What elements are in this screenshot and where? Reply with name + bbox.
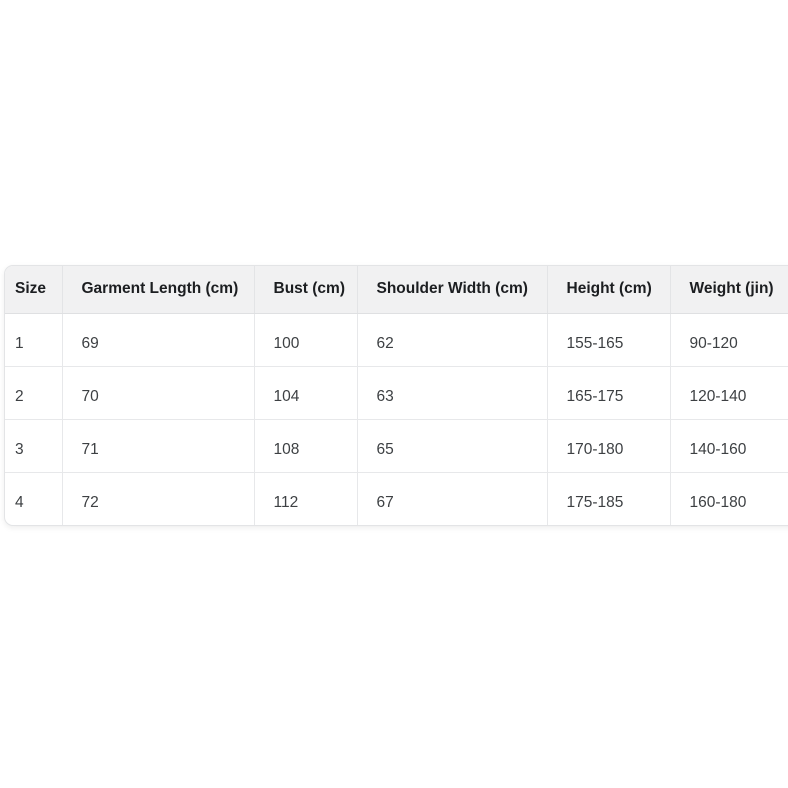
table-header-row: Size Garment Length (cm) Bust (cm) Shoul… <box>5 266 788 314</box>
cell-height: 155-165 <box>547 313 671 367</box>
cell-height: 170-180 <box>547 419 671 473</box>
cell-bust: 112 <box>254 472 358 525</box>
column-header-garment-length: Garment Length (cm) <box>62 266 255 314</box>
cell-height: 175-185 <box>547 472 671 525</box>
cell-size: 4 <box>5 472 63 525</box>
cell-shoulder-width: 67 <box>357 472 548 525</box>
cell-shoulder-width: 65 <box>357 419 548 473</box>
cell-garment-length: 71 <box>62 419 255 473</box>
cell-weight: 140-160 <box>670 419 788 473</box>
cell-garment-length: 69 <box>62 313 255 367</box>
column-header-weight: Weight (jin) <box>670 266 788 314</box>
column-header-height: Height (cm) <box>547 266 671 314</box>
table-row: 1 69 100 62 155-165 90-120 <box>5 313 788 367</box>
table-row: 2 70 104 63 165-175 120-140 <box>5 366 788 420</box>
table-row: 4 72 112 67 175-185 160-180 <box>5 472 788 525</box>
size-chart-card: Size Garment Length (cm) Bust (cm) Shoul… <box>4 265 788 526</box>
cell-bust: 100 <box>254 313 358 367</box>
cell-weight: 90-120 <box>670 313 788 367</box>
cell-size: 3 <box>5 419 63 473</box>
table-row: 3 71 108 65 170-180 140-160 <box>5 419 788 473</box>
column-header-bust: Bust (cm) <box>254 266 358 314</box>
column-header-shoulder-width: Shoulder Width (cm) <box>357 266 548 314</box>
cell-size: 2 <box>5 366 63 420</box>
cell-bust: 104 <box>254 366 358 420</box>
cell-garment-length: 70 <box>62 366 255 420</box>
cell-height: 165-175 <box>547 366 671 420</box>
column-header-size: Size <box>5 266 63 314</box>
cell-garment-length: 72 <box>62 472 255 525</box>
cell-shoulder-width: 63 <box>357 366 548 420</box>
cell-size: 1 <box>5 313 63 367</box>
cell-weight: 160-180 <box>689 494 747 512</box>
cell-shoulder-width: 62 <box>357 313 548 367</box>
size-chart-table: Size Garment Length (cm) Bust (cm) Shoul… <box>5 266 788 525</box>
cell-bust: 108 <box>254 419 358 473</box>
cell-weight: 120-140 <box>670 366 788 420</box>
